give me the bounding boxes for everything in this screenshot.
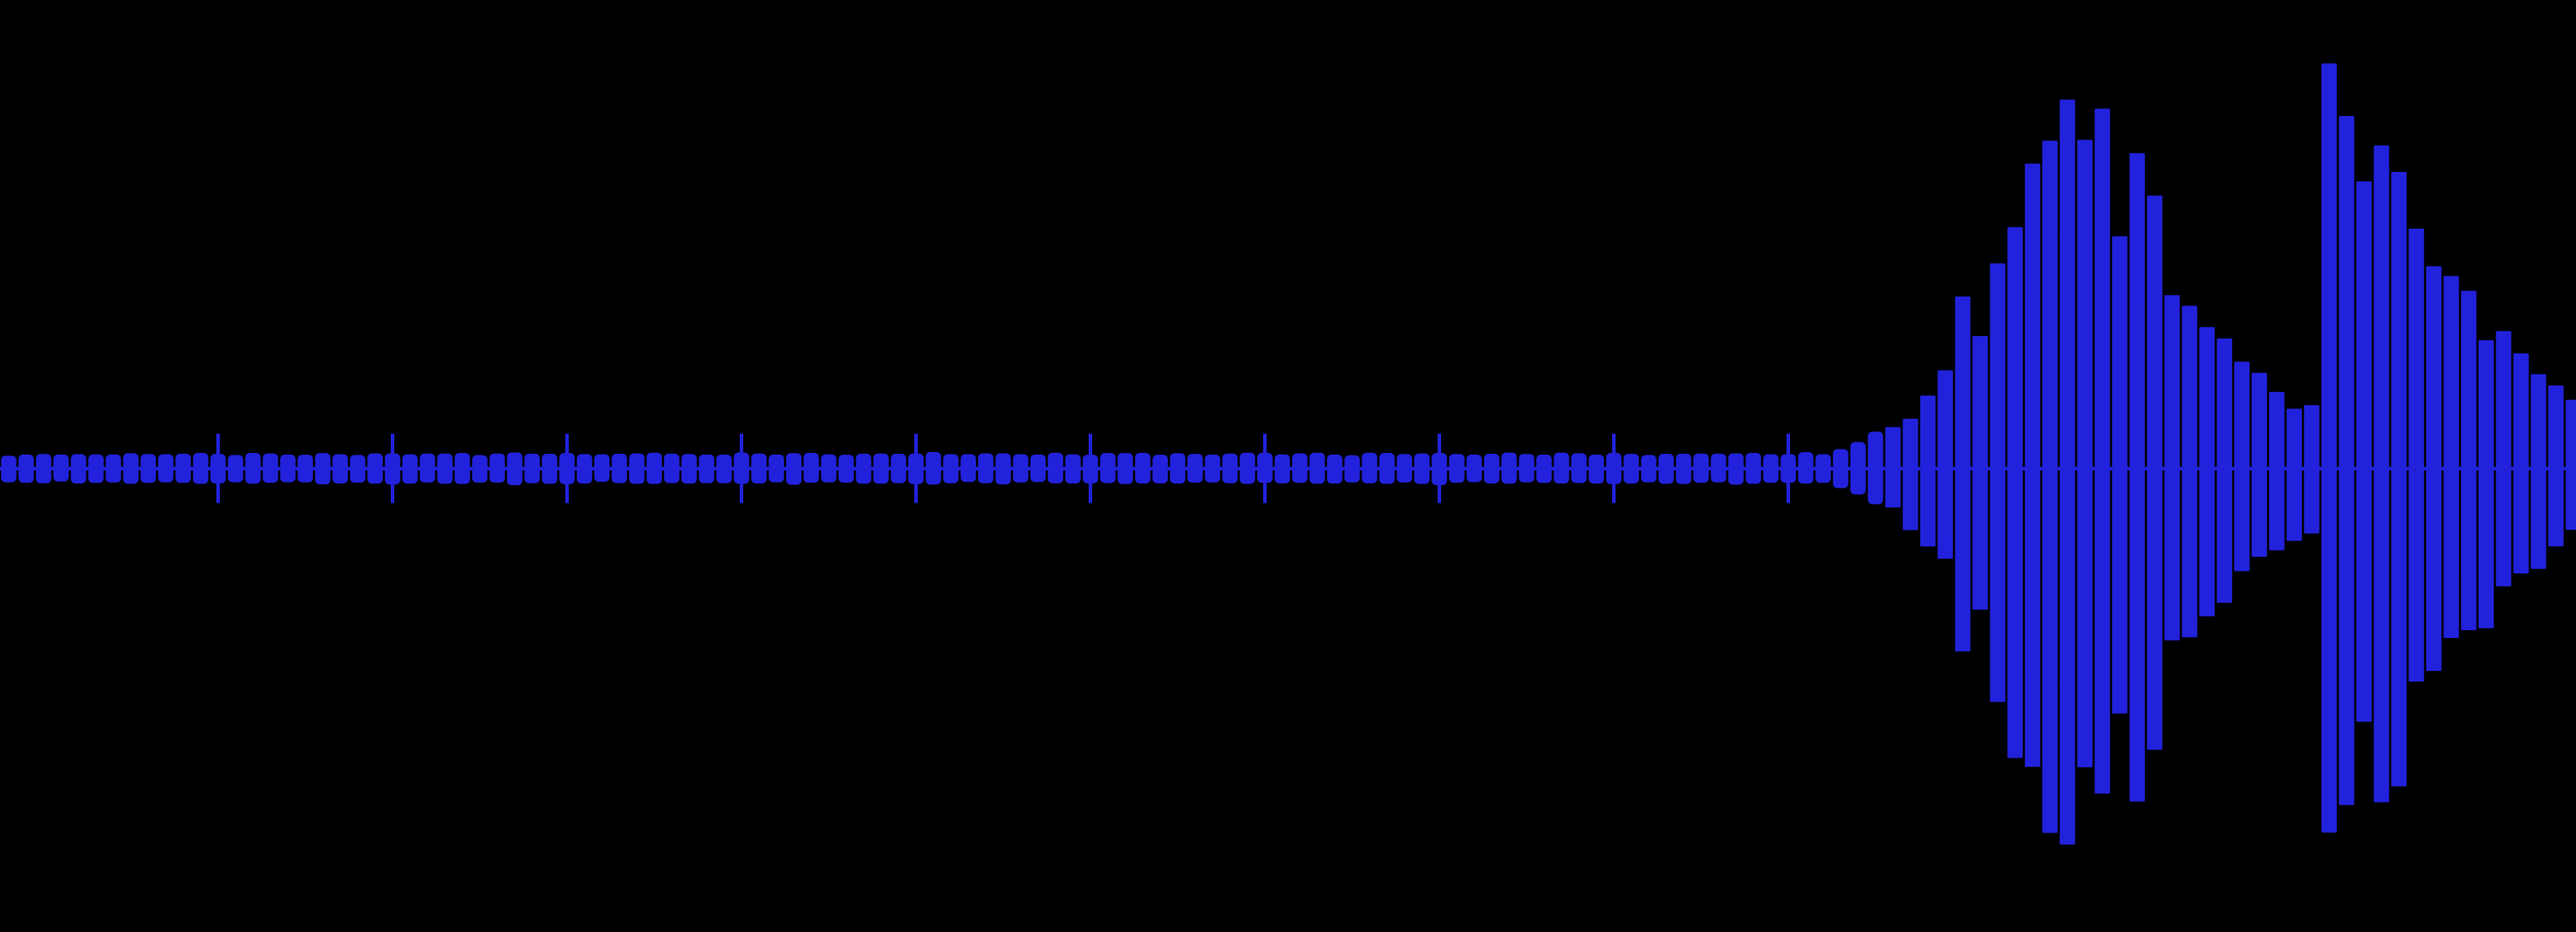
waveform-bar-rms bbox=[2463, 359, 2474, 556]
waveform-bar-rms bbox=[2551, 405, 2561, 527]
waveform-bar-rms bbox=[2184, 353, 2195, 574]
waveform-bar-rms bbox=[2341, 245, 2352, 733]
waveform-bar-rms bbox=[2062, 236, 2073, 683]
waveform-bar-rms bbox=[2516, 387, 2526, 539]
waveform-bar-rms bbox=[1958, 378, 1968, 586]
waveform-bar-rms bbox=[2498, 364, 2509, 546]
waveform-bar-rms bbox=[2481, 377, 2491, 569]
waveform-bar-rms bbox=[1905, 435, 1916, 517]
waveform-bar-rms bbox=[2115, 299, 2125, 666]
waveform-bar-rms bbox=[1923, 425, 1933, 532]
waveform-bar-rms bbox=[2568, 416, 2576, 508]
waveform-bar-rms bbox=[2429, 317, 2439, 604]
waveform-bar-rms bbox=[2202, 365, 2212, 548]
waveform-bar-rms bbox=[2446, 327, 2456, 577]
waveform-bar-rms bbox=[2359, 252, 2369, 655]
waveform-bar-rms bbox=[2324, 195, 2334, 717]
waveform-bar-rms bbox=[2394, 242, 2404, 675]
waveform-bar-rms bbox=[2080, 264, 2090, 659]
waveform-bar-rms bbox=[2254, 401, 2265, 517]
waveform-bar-rms bbox=[2010, 292, 2020, 657]
waveform-bar-rms bbox=[2149, 251, 2160, 624]
waveform-spike-group bbox=[0, 434, 2576, 504]
waveform-bar-rms bbox=[2272, 407, 2282, 526]
waveform-bar-rms bbox=[1940, 390, 1951, 537]
waveform-center-baseline bbox=[0, 467, 2576, 470]
waveform-bar-rms bbox=[2411, 275, 2422, 623]
waveform-bar-rms bbox=[2219, 371, 2230, 553]
waveform-bar-rms bbox=[2132, 301, 2142, 702]
waveform-bar-rms bbox=[1992, 332, 2003, 601]
waveform-bar-rms bbox=[2289, 421, 2299, 511]
waveform-bar-rms bbox=[2376, 247, 2387, 717]
waveform-bar-rms bbox=[2027, 298, 2038, 675]
waveform-bar-rms bbox=[1975, 379, 1985, 580]
waveform-bar-rms bbox=[2167, 340, 2177, 566]
